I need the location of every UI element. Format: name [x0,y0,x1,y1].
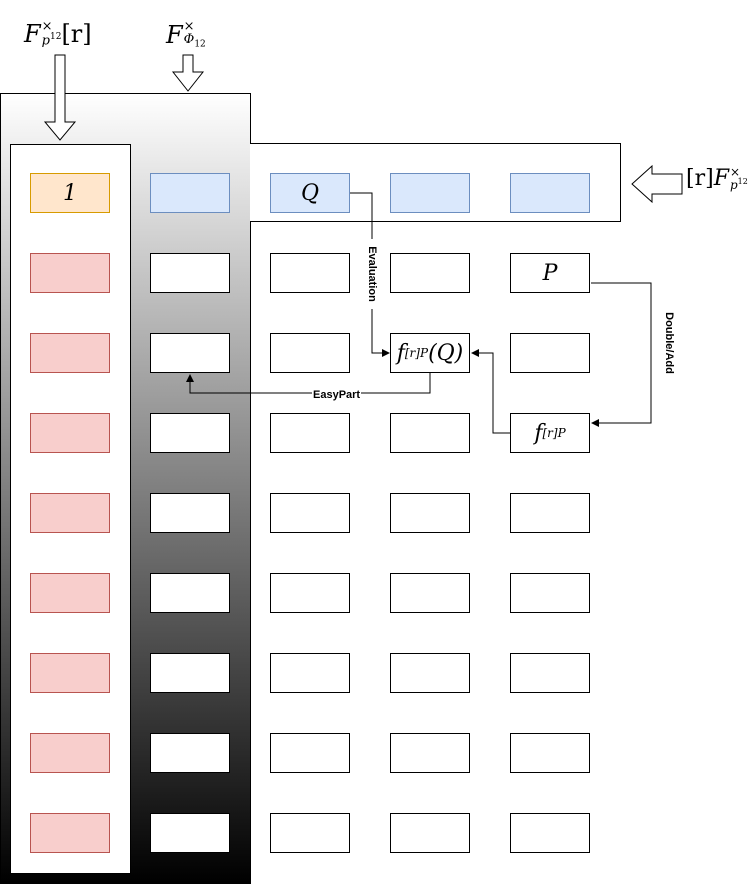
p12-r-cell[interactable] [30,253,110,293]
grid-cell[interactable] [390,413,470,453]
p12-r-subsup: 12 [49,32,62,43]
grid-cell[interactable] [510,733,590,773]
grid-cell[interactable] [390,813,470,853]
grid-cell[interactable] [270,493,350,533]
p12-r-sub: p [41,33,50,49]
grid-cell[interactable] [390,653,470,693]
q-label: Q [300,180,320,206]
grid-cell[interactable] [510,573,590,613]
p12-r-cell[interactable] [30,573,110,613]
r-p12-prefix: [r] [686,166,714,191]
phi12-sup: × [183,19,195,34]
easypart-label: EasyPart [312,389,362,401]
p12-r-cell[interactable] [30,333,110,373]
grid-cell[interactable] [270,733,350,773]
grid-cell[interactable] [270,333,350,373]
p12-r-cell[interactable] [30,413,110,453]
p12-r-group-label: F × p12 [r] [24,20,92,48]
p12-r-cell[interactable] [30,733,110,773]
phi12-sub: Φ [183,32,195,47]
phi12-cell[interactable] [150,733,230,773]
grid-cell[interactable] [390,573,470,613]
phi12-group-label: F × Φ12 [166,20,206,50]
grid-cell[interactable] [510,813,590,853]
p-label: P [542,260,558,286]
hollow-arrow-down-mid [171,54,205,92]
grid-cell[interactable] [510,653,590,693]
r-p12-sup: × [729,165,741,179]
p12-r-suffix: [r] [61,20,92,48]
phi12-cell[interactable] [150,813,230,853]
q-cell[interactable]: Q [270,173,350,213]
f-rp-cell[interactable]: f [r]P [510,413,590,453]
grid-cell[interactable] [270,653,350,693]
grid-cell[interactable] [270,573,350,613]
p12-r-sup: × [41,19,53,35]
r-p12-subsup: 12 [737,177,748,186]
phi12-cell[interactable] [150,493,230,533]
p12-r-cell[interactable] [30,493,110,533]
phi12-cell[interactable] [150,653,230,693]
grid-cell[interactable] [510,493,590,533]
grid-cell[interactable] [270,813,350,853]
phi12-cell[interactable] [150,573,230,613]
grid-cell[interactable] [390,253,470,293]
grid-cell[interactable] [270,253,350,293]
double-add-connector [591,282,652,427]
identity-label: 1 [63,180,77,206]
p-cell[interactable]: P [510,253,590,293]
phi12-F: F [166,20,183,49]
f-rp-sub: [r]P [542,426,566,440]
phi12-cell[interactable] [150,253,230,293]
f-rp-q-sub: [r]P [404,346,429,360]
f-rp-q-f: f [396,340,405,366]
hollow-arrow-left-right [631,164,683,204]
phi12-cell[interactable] [150,173,230,213]
phi12-cell-easypart-target[interactable] [150,333,230,373]
grid-cell[interactable] [390,493,470,533]
grid-cell[interactable] [390,733,470,773]
p12-r-cell[interactable] [30,813,110,853]
fp-to-fpq-connector [471,349,510,434]
grid-cell-top[interactable] [390,173,470,213]
f-rp-q-cell[interactable]: f [r]P (Q) [390,333,470,373]
grid-cell[interactable] [510,333,590,373]
r-p12-F: F [713,166,729,191]
phi12-subsub: 12 [194,39,206,50]
f-rp-f: f [534,420,543,446]
r-p12-sub: p [729,178,738,192]
grid-cell-top[interactable] [510,173,590,213]
r-p12-group-label: [r] F × p12 [686,166,748,191]
p12-r-cell[interactable] [30,653,110,693]
evaluation-label: Evaluation [366,239,378,309]
phi12-cell[interactable] [150,413,230,453]
identity-cell[interactable]: 1 [30,173,110,213]
p12-r-F: F [24,20,41,48]
grid-cell[interactable] [270,413,350,453]
f-rp-q-arg: (Q) [428,340,464,366]
double-add-label: Double/Add [663,312,675,374]
